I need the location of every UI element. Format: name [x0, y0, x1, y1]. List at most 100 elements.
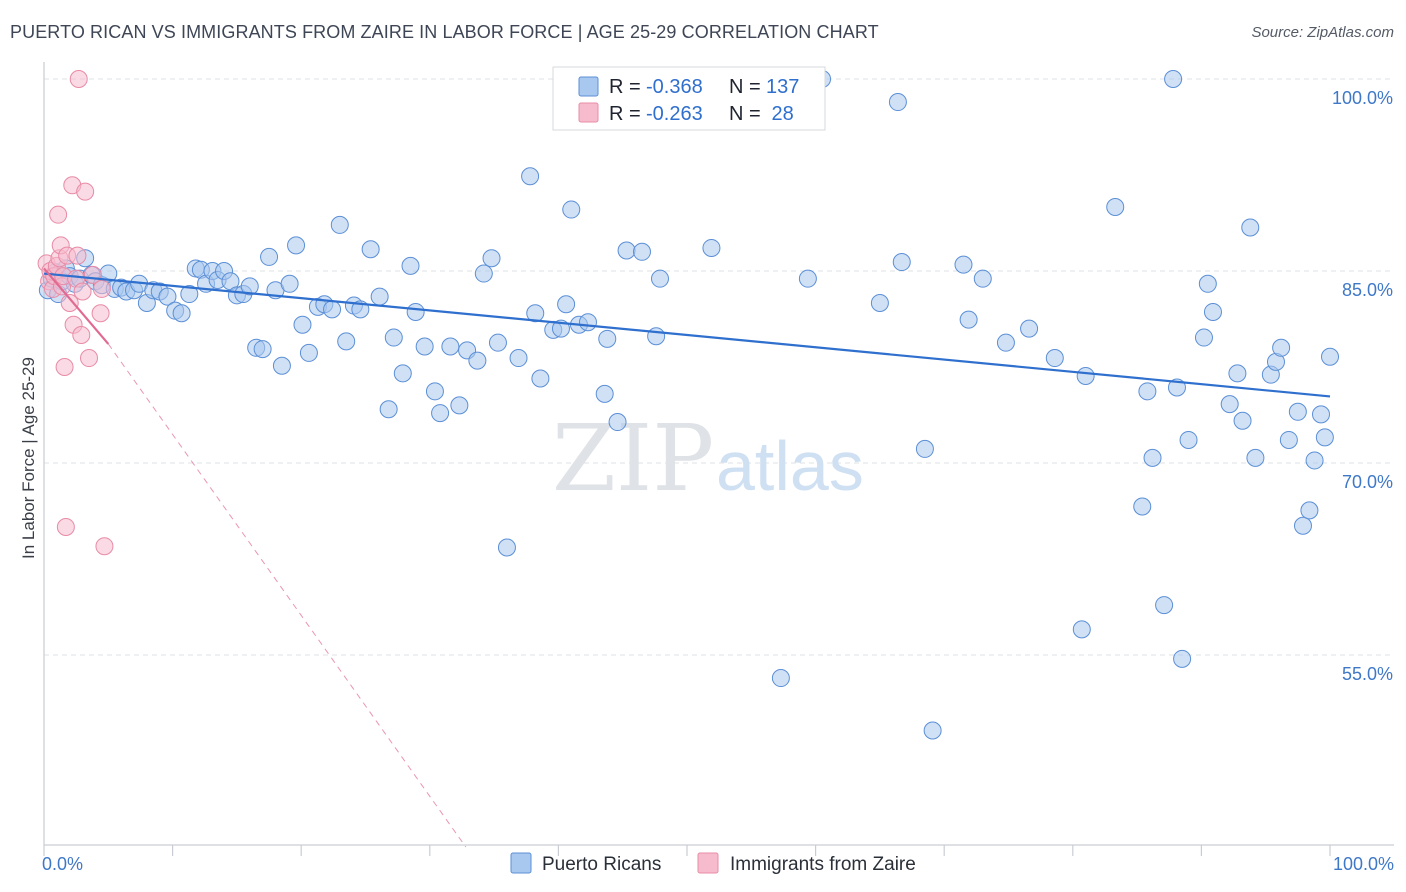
legend-n-value-2: 28	[766, 103, 794, 125]
puerto-ricans-point-24	[172, 304, 191, 323]
puerto-ricans-point-22	[158, 287, 177, 306]
puerto-ricans-point-130	[1300, 501, 1319, 520]
zaire-point-25	[91, 304, 110, 323]
x-tick-label-min: 0.0%	[42, 854, 83, 874]
puerto-ricans-point-68	[488, 333, 507, 352]
puerto-ricans-point-133	[1315, 428, 1334, 447]
puerto-ricans-point-94	[870, 294, 889, 312]
puerto-ricans-point-114	[1173, 649, 1192, 668]
x-tick-label-max: 100.0%	[1333, 854, 1394, 874]
puerto-ricans-point-111	[1155, 596, 1174, 615]
series-puerto-ricans	[38, 70, 1339, 740]
puerto-ricans-point-69	[497, 538, 516, 557]
puerto-ricans-point-59	[415, 337, 434, 356]
puerto-ricans-point-108	[1133, 497, 1152, 516]
puerto-ricans-point-91	[771, 669, 790, 688]
trend-lines	[43, 267, 1331, 848]
legend-r-value-1: -0.368	[646, 76, 703, 98]
zaire-point-12	[56, 518, 75, 536]
puerto-ricans-point-128	[1288, 402, 1307, 421]
puerto-ricans-point-106	[1076, 366, 1095, 385]
puerto-ricans-point-80	[595, 384, 614, 403]
legend-n-label-2: N =	[729, 103, 761, 125]
puerto-ricans-point-104	[1045, 349, 1064, 368]
y-tick-label-1: 85.0%	[1342, 280, 1393, 300]
puerto-ricans-point-37	[253, 340, 272, 359]
zaire-point-23	[80, 349, 99, 368]
puerto-ricans-point-131	[1305, 451, 1324, 470]
puerto-ricans-point-89	[702, 238, 721, 257]
legend-box: R = -0.368 N = 137 R = -0.263 N = 28	[552, 66, 826, 131]
puerto-ricans-point-96	[892, 253, 911, 272]
puerto-ricans-point-119	[1220, 395, 1239, 414]
puerto-ricans-point-60	[425, 382, 444, 401]
chart-title: PUERTO RICAN VS IMMIGRANTS FROM ZAIRE IN…	[10, 22, 879, 42]
puerto-ricans-point-107	[1106, 198, 1125, 216]
zaire-point-11	[55, 358, 74, 376]
puerto-ricans-point-116	[1194, 328, 1213, 347]
puerto-ricans-point-101	[973, 269, 992, 288]
puerto-ricans-point-65	[468, 351, 487, 370]
puerto-ricans-point-55	[384, 328, 403, 347]
puerto-ricans-point-49	[337, 332, 356, 351]
puerto-ricans-point-129	[1293, 516, 1312, 535]
zaire-point-6	[49, 205, 68, 224]
watermark: ZIP atlas	[552, 405, 864, 512]
puerto-ricans-point-92	[798, 269, 817, 288]
legend-swatch-puerto-ricans	[578, 76, 599, 97]
puerto-ricans-point-100	[959, 310, 978, 329]
puerto-ricans-point-85	[647, 327, 666, 346]
puerto-ricans-point-63	[450, 396, 469, 415]
puerto-ricans-point-109	[1138, 382, 1157, 401]
bottom-legend-swatch-immigrants-from-zaire	[697, 852, 719, 874]
puerto-ricans-point-67	[482, 249, 501, 268]
puerto-ricans-point-42	[287, 236, 306, 255]
puerto-ricans-point-40	[272, 356, 291, 375]
puerto-ricans-point-98	[923, 721, 942, 740]
puerto-ricans-point-117	[1198, 274, 1217, 293]
puerto-ricans-point-86	[650, 269, 669, 288]
puerto-ricans-point-41	[280, 274, 299, 293]
puerto-ricans-point-126	[1272, 338, 1291, 357]
puerto-ricans-point-38	[260, 247, 279, 266]
legend-n-value-1: 137	[766, 76, 799, 98]
puerto-ricans-point-103	[1020, 319, 1039, 338]
puerto-ricans-point-121	[1233, 411, 1252, 430]
zaire-point-22	[76, 182, 95, 201]
puerto-ricans-point-110	[1143, 448, 1162, 467]
zaire-point-21	[73, 282, 92, 301]
puerto-ricans-point-123	[1246, 448, 1265, 467]
zaire-point-14	[60, 294, 79, 312]
puerto-ricans-point-82	[608, 413, 627, 432]
puerto-ricans-point-70	[509, 349, 528, 368]
puerto-ricans-point-120	[1228, 364, 1247, 383]
puerto-ricans-point-71	[521, 167, 540, 186]
bottom-legend-label-immigrants-from-zaire: Immigrants from Zaire	[730, 854, 916, 875]
puerto-ricans-point-47	[323, 300, 342, 319]
puerto-ricans-point-132	[1311, 405, 1330, 424]
puerto-ricans-point-58	[406, 302, 425, 321]
zaire-point-18	[68, 246, 87, 265]
puerto-ricans-point-77	[562, 200, 581, 219]
puerto-ricans-point-134	[1321, 347, 1339, 366]
y-tick-labels: 100.0% 85.0% 70.0% 55.0%	[1332, 88, 1393, 684]
series-immigrants-from-zaire	[37, 70, 114, 556]
puerto-ricans-point-56	[393, 364, 412, 383]
trend-line-immigrants-from-zaire-extension	[107, 343, 467, 848]
puerto-ricans-point-118	[1203, 302, 1222, 321]
puerto-ricans-point-53	[370, 287, 389, 306]
puerto-ricans-point-43	[293, 315, 312, 334]
puerto-ricans-point-66	[474, 264, 493, 283]
trend-line-puerto-ricans	[43, 272, 1331, 398]
puerto-ricans-point-127	[1279, 430, 1298, 449]
puerto-ricans-point-97	[915, 439, 934, 458]
y-tick-label-2: 70.0%	[1342, 472, 1393, 492]
puerto-ricans-point-48	[330, 215, 349, 234]
puerto-ricans-point-84	[632, 242, 651, 261]
legend-r-value-2: -0.263	[646, 103, 703, 125]
puerto-ricans-point-73	[531, 369, 550, 388]
watermark-zip: ZIP	[552, 405, 714, 512]
puerto-ricans-point-115	[1179, 430, 1198, 449]
puerto-ricans-point-52	[361, 240, 380, 259]
puerto-ricans-point-79	[578, 313, 597, 332]
